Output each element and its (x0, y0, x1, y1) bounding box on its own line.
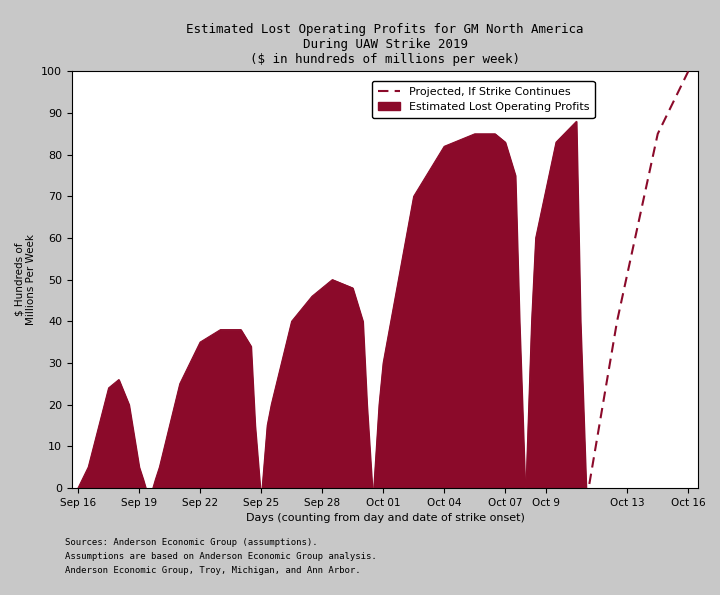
Legend: Projected, If Strike Continues, Estimated Lost Operating Profits: Projected, If Strike Continues, Estimate… (372, 81, 595, 118)
Text: Sources: Anderson Economic Group (assumptions).: Sources: Anderson Economic Group (assump… (65, 538, 318, 547)
Title: Estimated Lost Operating Profits for GM North America
During UAW Strike 2019
($ : Estimated Lost Operating Profits for GM … (186, 23, 584, 66)
Text: Assumptions are based on Anderson Economic Group analysis.: Assumptions are based on Anderson Econom… (65, 552, 377, 561)
Text: Anderson Economic Group, Troy, Michigan, and Ann Arbor.: Anderson Economic Group, Troy, Michigan,… (65, 566, 361, 575)
Y-axis label: $ Hundreds of
Millions Per Week: $ Hundreds of Millions Per Week (14, 234, 36, 325)
X-axis label: Days (counting from day and date of strike onset): Days (counting from day and date of stri… (246, 513, 525, 523)
